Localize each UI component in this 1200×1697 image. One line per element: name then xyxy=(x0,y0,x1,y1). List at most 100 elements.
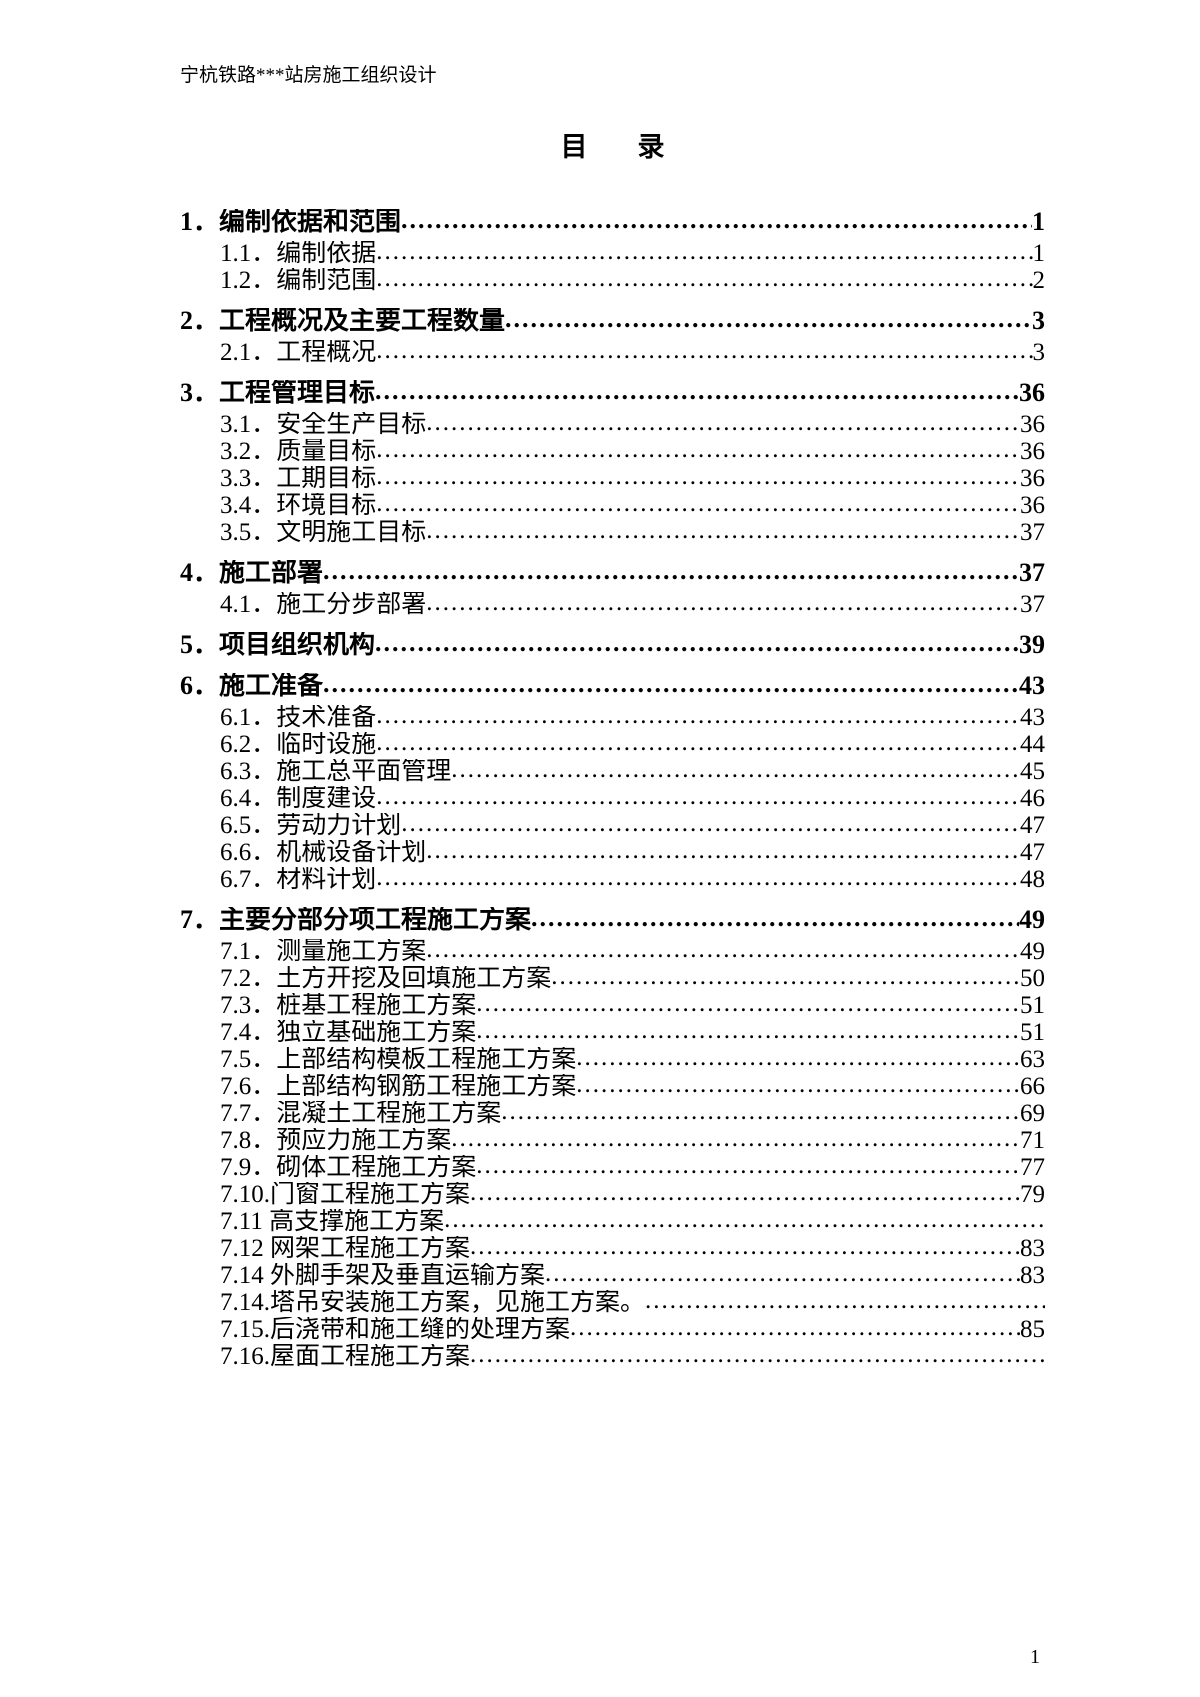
toc-label: 1．编制依据和范围 xyxy=(180,209,401,235)
toc-dots xyxy=(401,813,1020,836)
toc-label: 7.10.门窗工程施工方案 xyxy=(220,1182,470,1207)
toc-dots xyxy=(470,1182,1020,1205)
toc-label: 7.9．砌体工程施工方案 xyxy=(220,1155,476,1180)
toc-label: 7.6．上部结构钢筋工程施工方案 xyxy=(220,1074,576,1099)
toc-label: 7.8．预应力施工方案 xyxy=(220,1128,451,1153)
toc-page: 36 xyxy=(1020,493,1045,518)
toc-label: 4．施工部署 xyxy=(180,560,323,586)
toc-entry: 6.1．技术准备43 xyxy=(180,705,1045,730)
toc-label: 1.1．编制依据 xyxy=(220,241,376,266)
toc-dots xyxy=(451,759,1020,782)
toc-dots xyxy=(376,241,1032,264)
toc-dots xyxy=(426,592,1020,615)
toc-label: 7.15.后浇带和施工缝的处理方案 xyxy=(220,1317,570,1342)
toc-page: 36 xyxy=(1019,380,1045,406)
toc-dots xyxy=(401,209,1032,233)
toc-entry: 6.2．临时设施44 xyxy=(180,732,1045,757)
toc-page: 36 xyxy=(1020,412,1045,437)
toc-label: 1.2．编制范围 xyxy=(220,268,376,293)
page-title: 目 录 xyxy=(180,125,1045,164)
toc-entry: 1．编制依据和范围1 xyxy=(180,209,1045,235)
toc-dots xyxy=(376,340,1032,363)
toc-page: 39 xyxy=(1019,632,1045,658)
title-right: 录 xyxy=(638,125,665,164)
toc-entry: 7.2．土方开挖及回填施工方案50 xyxy=(180,966,1045,991)
toc-entry: 7.8．预应力施工方案 71 xyxy=(180,1128,1045,1153)
toc-page: 37 xyxy=(1019,560,1045,586)
toc-label: 6.6．机械设备计划 xyxy=(220,840,426,865)
toc-page: 37 xyxy=(1020,592,1045,617)
toc-dots xyxy=(645,1290,1045,1313)
toc-page: 3 xyxy=(1033,340,1046,365)
toc-label: 7.14.塔吊安装施工方案，见施工方案。 xyxy=(220,1290,645,1315)
toc-label: 7.7．混凝土工程施工方案 xyxy=(220,1101,501,1126)
toc-label: 7.5．上部结构模板工程施工方案 xyxy=(220,1047,576,1072)
toc-page: 46 xyxy=(1020,786,1045,811)
toc-entry: 3.1．安全生产目标 36 xyxy=(180,412,1045,437)
toc-entry: 2．工程概况及主要工程数量 3 xyxy=(180,308,1045,334)
toc-label: 6.7．材料计划 xyxy=(220,867,376,892)
toc-page: 48 xyxy=(1020,867,1045,892)
toc-dots xyxy=(376,786,1020,809)
toc-entry: 2.1．工程概况 3 xyxy=(180,340,1045,365)
toc-dots xyxy=(501,1101,1020,1124)
toc-dots xyxy=(376,466,1020,489)
toc-dots xyxy=(545,1263,1020,1286)
toc-dots xyxy=(551,966,1020,989)
toc-dots xyxy=(576,1074,1020,1097)
toc-page: 83 xyxy=(1020,1236,1045,1261)
toc-entry: 7.3．桩基工程施工方案51 xyxy=(180,993,1045,1018)
toc-entry: 6.3．施工总平面管理45 xyxy=(180,759,1045,784)
toc-entry: 7．主要分部分项工程施工方案49 xyxy=(180,907,1045,933)
toc-entry: 7.9．砌体工程施工方案 77 xyxy=(180,1155,1045,1180)
toc-page: 2 xyxy=(1033,268,1046,293)
toc-label: 3.4．环境目标 xyxy=(220,493,376,518)
toc-label: 7.3．桩基工程施工方案 xyxy=(220,993,476,1018)
toc-label: 3.3．工期目标 xyxy=(220,466,376,491)
toc-page: 36 xyxy=(1020,466,1045,491)
toc-dots xyxy=(426,939,1020,962)
toc-label: 7.2．土方开挖及回填施工方案 xyxy=(220,966,551,991)
toc-entry: 1.1．编制依据 1 xyxy=(180,241,1045,266)
toc-label: 7.14 外脚手架及垂直运输方案 xyxy=(220,1263,545,1288)
toc-label: 3.2．质量目标 xyxy=(220,439,376,464)
toc-label: 6.2．临时设施 xyxy=(220,732,376,757)
toc-page: 77 xyxy=(1020,1155,1045,1180)
toc-entry: 7.14 外脚手架及垂直运输方案83 xyxy=(180,1263,1045,1288)
toc-page: 71 xyxy=(1020,1128,1045,1153)
toc-dots xyxy=(426,520,1020,543)
toc-entry: 7.16.屋面工程施工方案 xyxy=(180,1344,1045,1369)
toc-dots xyxy=(376,493,1020,516)
document-header: 宁杭铁路***站房施工组织设计 xyxy=(180,60,1045,87)
toc-page: 85 xyxy=(1020,1317,1045,1342)
toc-page: 47 xyxy=(1020,813,1045,838)
toc-dots xyxy=(376,732,1020,755)
toc-dots xyxy=(505,308,1032,332)
toc-dots xyxy=(323,560,1019,584)
toc-label: 3.1．安全生产目标 xyxy=(220,412,426,437)
toc-page: 43 xyxy=(1019,673,1045,699)
toc-entry: 7.6．上部结构钢筋工程施工方案66 xyxy=(180,1074,1045,1099)
toc-page: 43 xyxy=(1020,705,1045,730)
toc-dots xyxy=(576,1047,1020,1070)
toc-dots xyxy=(444,1209,1045,1232)
toc-label: 2.1．工程概况 xyxy=(220,340,376,365)
toc-entry: 7.15.后浇带和施工缝的处理方案 85 xyxy=(180,1317,1045,1342)
toc-label: 2．工程概况及主要工程数量 xyxy=(180,308,505,334)
toc-entry: 7.4．独立基础施工方案51 xyxy=(180,1020,1045,1045)
toc-page: 47 xyxy=(1020,840,1045,865)
toc-entry: 6.7．材料计划 48 xyxy=(180,867,1045,892)
toc-page: 37 xyxy=(1020,520,1045,545)
toc-label: 7.1．测量施工方案 xyxy=(220,939,426,964)
table-of-contents: 1．编制依据和范围1 1.1．编制依据 1 1.2．编制范围 2 2．工程概况及主要工程数… xyxy=(180,209,1045,1369)
toc-entry: 5．项目组织机构39 xyxy=(180,632,1045,658)
toc-dots xyxy=(376,268,1032,291)
toc-label: 7.4．独立基础施工方案 xyxy=(220,1020,476,1045)
toc-page: 1 xyxy=(1033,241,1046,266)
toc-page: 3 xyxy=(1032,308,1045,334)
toc-entry: 7.14.塔吊安装施工方案，见施工方案。 xyxy=(180,1290,1045,1315)
toc-dots xyxy=(451,1128,1020,1151)
toc-dots xyxy=(426,412,1020,435)
toc-dots xyxy=(323,673,1019,697)
toc-entry: 3．工程管理目标36 xyxy=(180,380,1045,406)
